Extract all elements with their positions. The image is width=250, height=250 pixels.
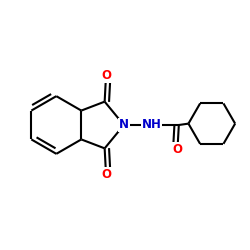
Text: N: N (119, 118, 129, 132)
Text: O: O (101, 168, 111, 181)
Text: O: O (172, 143, 182, 156)
Text: O: O (101, 69, 111, 82)
Text: NH: NH (142, 118, 161, 132)
